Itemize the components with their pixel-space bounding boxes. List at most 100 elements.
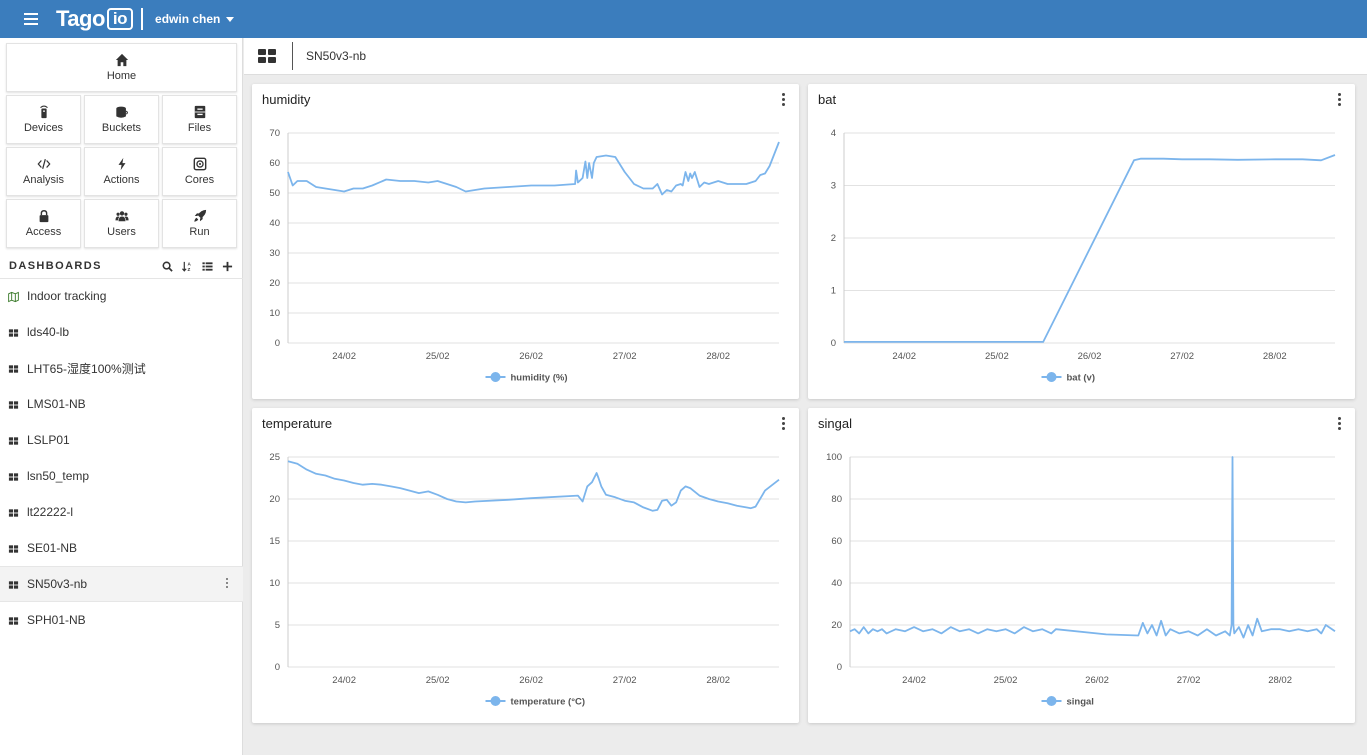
dashboard-item-label: LHT65-湿度100%测试 bbox=[27, 361, 146, 376]
widget-singal: 0 20 40 60 80 100 24/02 25/02 26/02 27/02 28/02 sin… bbox=[808, 408, 1355, 723]
nav-access[interactable]: Access bbox=[6, 199, 81, 248]
plus-icon[interactable] bbox=[222, 261, 233, 272]
nav-cores-label: Cores bbox=[184, 174, 215, 186]
humidity-chart[interactable]: 0 10 20 30 40 50 60 70 24/02 25/02 26/02 27/02 28/02… bbox=[252, 84, 799, 399]
bat-chart[interactable]: 0 1 2 3 4 24/02 25/02 26/02 27/02 28/02 bat (v) bbox=[808, 84, 1355, 399]
y-tick-label: 0 bbox=[837, 662, 842, 673]
dashboard-item-label: LSLP01 bbox=[27, 433, 70, 447]
x-tick-label: 28/02 bbox=[1263, 351, 1287, 362]
dashboard-grid-icon[interactable] bbox=[258, 49, 276, 63]
sort-alpha-icon[interactable]: AZ bbox=[182, 261, 193, 272]
dashboard-item[interactable]: LMS01-NB bbox=[0, 386, 243, 422]
x-tick-label: 25/02 bbox=[426, 675, 450, 686]
dashboard-item-label: SE01-NB bbox=[27, 541, 78, 555]
dashboard-item[interactable]: Indoor tracking bbox=[0, 278, 243, 314]
x-tick-label: 27/02 bbox=[613, 675, 637, 686]
legend-label[interactable]: temperature (°C) bbox=[511, 697, 586, 708]
nav-buckets[interactable]: Buckets bbox=[84, 95, 159, 144]
y-tick-label: 70 bbox=[269, 128, 280, 139]
legend-label[interactable]: singal bbox=[1067, 697, 1094, 708]
x-tick-label: 25/02 bbox=[985, 351, 1009, 362]
nav-cores[interactable]: Cores bbox=[162, 147, 237, 196]
x-tick-label: 24/02 bbox=[332, 675, 356, 686]
menu-icon[interactable] bbox=[24, 13, 38, 25]
dashboard-item[interactable]: SE01-NB bbox=[0, 530, 243, 566]
dashboard-icon bbox=[8, 435, 19, 446]
cores-icon bbox=[193, 157, 206, 171]
legend-marker bbox=[1046, 372, 1057, 382]
list-icon[interactable] bbox=[202, 261, 213, 272]
nav-devices-label: Devices bbox=[23, 122, 64, 134]
nav-run[interactable]: Run bbox=[162, 199, 237, 248]
series-line[interactable] bbox=[849, 456, 1336, 639]
legend-label[interactable]: humidity (%) bbox=[511, 373, 568, 384]
x-tick-label: 26/02 bbox=[1085, 675, 1109, 686]
x-tick-label: 26/02 bbox=[519, 351, 543, 362]
dashboard-item-label: Indoor tracking bbox=[27, 289, 107, 303]
temperature-chart[interactable]: 0 5 10 15 20 25 24/02 25/02 26/02 27/02 28/02 tempe… bbox=[252, 408, 799, 723]
dashboard-item[interactable]: lt22222-l bbox=[0, 494, 243, 530]
nav-home[interactable]: Home bbox=[6, 43, 237, 92]
dashboard-item[interactable]: LSLP01 bbox=[0, 422, 243, 458]
x-tick-label: 26/02 bbox=[1078, 351, 1102, 362]
bucket-icon bbox=[115, 106, 128, 118]
widget-title: bat bbox=[818, 92, 837, 107]
dashboard-item[interactable]: LHT65-湿度100%测试 bbox=[0, 350, 243, 386]
y-tick-label: 60 bbox=[831, 536, 842, 547]
y-tick-label: 60 bbox=[269, 158, 280, 169]
widget-title: singal bbox=[818, 416, 852, 431]
nav-devices[interactable]: Devices bbox=[6, 95, 81, 144]
x-tick-label: 25/02 bbox=[994, 675, 1018, 686]
y-tick-label: 25 bbox=[269, 452, 280, 463]
search-icon[interactable] bbox=[162, 261, 173, 272]
dashboard-item[interactable]: lsn50_temp bbox=[0, 458, 243, 494]
nav-files[interactable]: Files bbox=[162, 95, 237, 144]
dashboard-icon bbox=[8, 471, 19, 482]
dashboard-item-menu-icon[interactable] bbox=[226, 578, 229, 588]
nav-access-label: Access bbox=[25, 226, 62, 238]
x-tick-label: 27/02 bbox=[1177, 675, 1201, 686]
widget-menu-icon[interactable] bbox=[782, 93, 785, 106]
top-bar: Tago io edwin chen bbox=[0, 0, 1367, 38]
x-tick-label: 24/02 bbox=[902, 675, 926, 686]
dashboard-icon bbox=[8, 579, 19, 590]
x-tick-label: 27/02 bbox=[613, 351, 637, 362]
nav-actions[interactable]: Actions bbox=[84, 147, 159, 196]
series-line[interactable] bbox=[844, 154, 1336, 343]
dashboard-item[interactable]: lds40-lb bbox=[0, 314, 243, 350]
dashboard-icon bbox=[8, 327, 19, 338]
dashboard-item[interactable]: SPH01-NB bbox=[0, 602, 243, 638]
y-tick-label: 20 bbox=[269, 278, 280, 289]
logo[interactable]: Tago io bbox=[56, 6, 134, 32]
widget-menu-icon[interactable] bbox=[1338, 93, 1341, 106]
svg-text:Z: Z bbox=[188, 267, 192, 272]
map-icon bbox=[8, 291, 19, 302]
y-tick-label: 20 bbox=[269, 494, 280, 505]
series-line[interactable] bbox=[287, 460, 780, 512]
dashboard-item[interactable]: SN50v3-nb bbox=[0, 566, 243, 602]
page-title: SN50v3-nb bbox=[306, 49, 367, 63]
widget-menu-icon[interactable] bbox=[782, 417, 785, 430]
nav-analysis[interactable]: Analysis bbox=[6, 147, 81, 196]
x-tick-label: 26/02 bbox=[519, 675, 543, 686]
y-tick-label: 4 bbox=[831, 128, 836, 139]
dashboard-icon bbox=[8, 615, 19, 626]
files-icon bbox=[194, 105, 205, 119]
widget-menu-icon[interactable] bbox=[1338, 417, 1341, 430]
dashboard-icon bbox=[8, 399, 19, 410]
nav-analysis-label: Analysis bbox=[23, 174, 64, 186]
singal-chart[interactable]: 0 20 40 60 80 100 24/02 25/02 26/02 27/02 28/02 sin… bbox=[808, 408, 1355, 723]
legend-label[interactable]: bat (v) bbox=[1067, 373, 1096, 384]
user-name: edwin chen bbox=[155, 12, 221, 26]
device-icon bbox=[39, 105, 48, 119]
dashboards-heading: DASHBOARDS bbox=[9, 260, 102, 272]
y-tick-label: 20 bbox=[831, 620, 842, 631]
user-menu[interactable]: edwin chen bbox=[155, 12, 235, 26]
nav-users[interactable]: Users bbox=[84, 199, 159, 248]
dashboard-icon bbox=[8, 543, 19, 554]
widget-title: humidity bbox=[262, 92, 311, 107]
x-tick-label: 28/02 bbox=[706, 351, 730, 362]
series-line[interactable] bbox=[287, 141, 780, 196]
